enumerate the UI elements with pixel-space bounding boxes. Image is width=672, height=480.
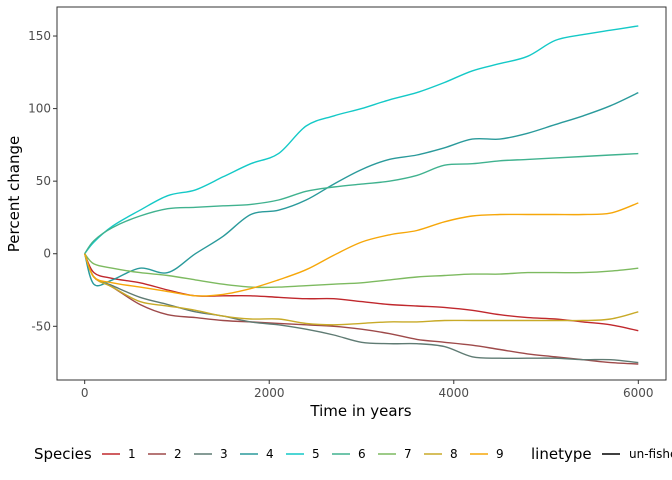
y-axis: -50 0 50 100 150 (28, 29, 57, 333)
series-line-8 (84, 253, 639, 326)
x-tick-label: 0 (81, 386, 89, 400)
series-line-7 (84, 253, 639, 289)
y-tick-label: 150 (28, 29, 51, 43)
plot-panel (56, 6, 667, 381)
series-line-3 (84, 253, 639, 364)
series-line-2 (84, 253, 639, 365)
series-line-9 (84, 202, 639, 297)
legend-label-6: 6 (358, 447, 366, 461)
x-axis: 0 2000 4000 6000 (81, 380, 654, 400)
legend-species-entries: 1 2 3 4 5 6 7 8 9 (102, 447, 504, 461)
y-axis-title: Percent change (5, 136, 23, 252)
legend-label-8: 8 (450, 447, 458, 461)
x-tick-label: 4000 (438, 386, 469, 400)
y-tick-label: 50 (36, 174, 51, 188)
legend-label-5: 5 (312, 447, 320, 461)
legend: Species 1 2 3 4 5 6 7 8 9 linetype un-fished (34, 445, 672, 463)
series-lines (84, 25, 639, 365)
legend-label-2: 2 (174, 447, 182, 461)
y-tick-label: -50 (31, 319, 51, 333)
series-line-1 (84, 253, 639, 332)
legend-species-title: Species (34, 445, 92, 463)
series-line-4 (84, 91, 639, 287)
y-tick-label: 0 (43, 247, 51, 261)
legend-linetype-title: linetype (531, 445, 592, 463)
series-line-5 (84, 25, 639, 255)
series-line-6 (84, 152, 639, 255)
legend-label-linetype: un-fished (629, 447, 672, 461)
legend-label-3: 3 (220, 447, 228, 461)
legend-label-1: 1 (128, 447, 136, 461)
x-tick-label: 2000 (254, 386, 285, 400)
x-axis-title: Time in years (309, 402, 411, 420)
legend-label-7: 7 (404, 447, 412, 461)
legend-label-9: 9 (496, 447, 504, 461)
legend-label-4: 4 (266, 447, 274, 461)
x-tick-label: 6000 (623, 386, 654, 400)
y-tick-label: 100 (28, 102, 51, 116)
legend-linetype-entries: un-fished (602, 447, 672, 461)
